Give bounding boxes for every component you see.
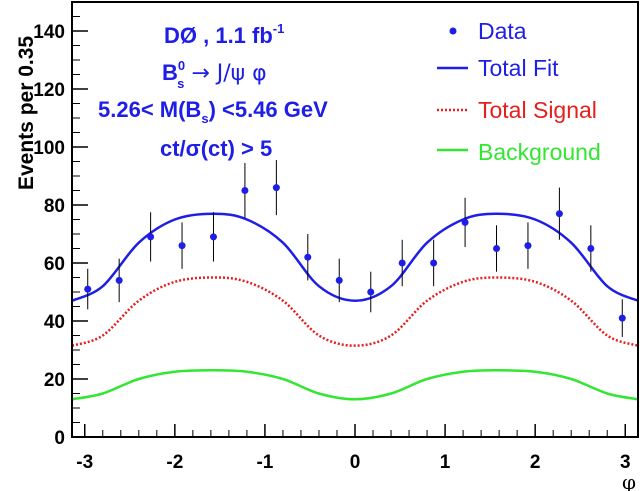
annotation-experiment: DØ , 1.1 fb-1 <box>164 21 284 48</box>
x-axis-label: φ <box>622 470 636 491</box>
y-tick-label: 0 <box>54 428 65 449</box>
y-tick-label: 40 <box>44 312 65 333</box>
plot-frame <box>71 1 639 438</box>
data-point <box>209 233 217 241</box>
data-point <box>304 253 312 261</box>
data-point <box>524 242 532 250</box>
data-point <box>367 288 375 296</box>
legend-label-background: Background <box>478 139 601 165</box>
data-point <box>398 259 406 267</box>
x-tick-label: 2 <box>530 452 541 473</box>
data-point <box>115 276 123 284</box>
y-axis-label: Events per 0.35 <box>15 36 38 190</box>
y-tick-label: 80 <box>44 196 65 217</box>
curve-background <box>71 369 639 401</box>
data-point <box>493 245 501 252</box>
x-tick-label: -2 <box>166 452 183 473</box>
data-point <box>241 187 249 194</box>
annotation-decay: B0 s → J/ψ φ <box>162 58 267 91</box>
legend: Data Total Fit Total Signal Background <box>437 18 601 165</box>
curve-total-signal <box>71 276 639 347</box>
legend-label-data: Data <box>478 18 527 44</box>
data-point <box>147 233 155 241</box>
data-points <box>84 160 626 337</box>
data-point <box>430 259 438 267</box>
data-point <box>555 210 563 218</box>
x-tick-label: 1 <box>440 452 451 473</box>
y-tick-label: 120 <box>33 80 65 101</box>
x-tick-label: -3 <box>76 452 93 473</box>
annotation-mass-window: 5.26< M(Bs) <5.46 GeV <box>98 97 328 126</box>
data-point <box>335 276 343 284</box>
legend-marker-data <box>449 27 457 35</box>
y-tick-label: 140 <box>33 22 65 43</box>
y-tick-label: 60 <box>44 254 65 275</box>
data-point <box>272 184 280 192</box>
x-tick-label: -1 <box>256 452 273 473</box>
legend-label-total-fit: Total Fit <box>478 55 559 81</box>
data-point <box>178 242 186 250</box>
y-tick-label: 100 <box>33 138 65 159</box>
curves <box>71 212 639 401</box>
curve-total-fit <box>71 212 639 302</box>
x-tick-label: 0 <box>350 452 361 473</box>
data-point <box>84 285 92 293</box>
data-point <box>587 245 595 252</box>
tick-labels: -3 -2 -1 0 1 2 3 0 20 40 60 80 100 120 140 <box>33 22 630 473</box>
data-point <box>618 314 626 322</box>
annotation-lifetime-cut: ct/σ(ct) > 5 <box>160 136 272 161</box>
y-tick-label: 20 <box>44 370 65 391</box>
axis-ticks <box>72 16 626 438</box>
data-point <box>461 218 469 226</box>
x-tick-label: 3 <box>620 452 631 473</box>
legend-label-total-signal: Total Signal <box>478 97 597 123</box>
